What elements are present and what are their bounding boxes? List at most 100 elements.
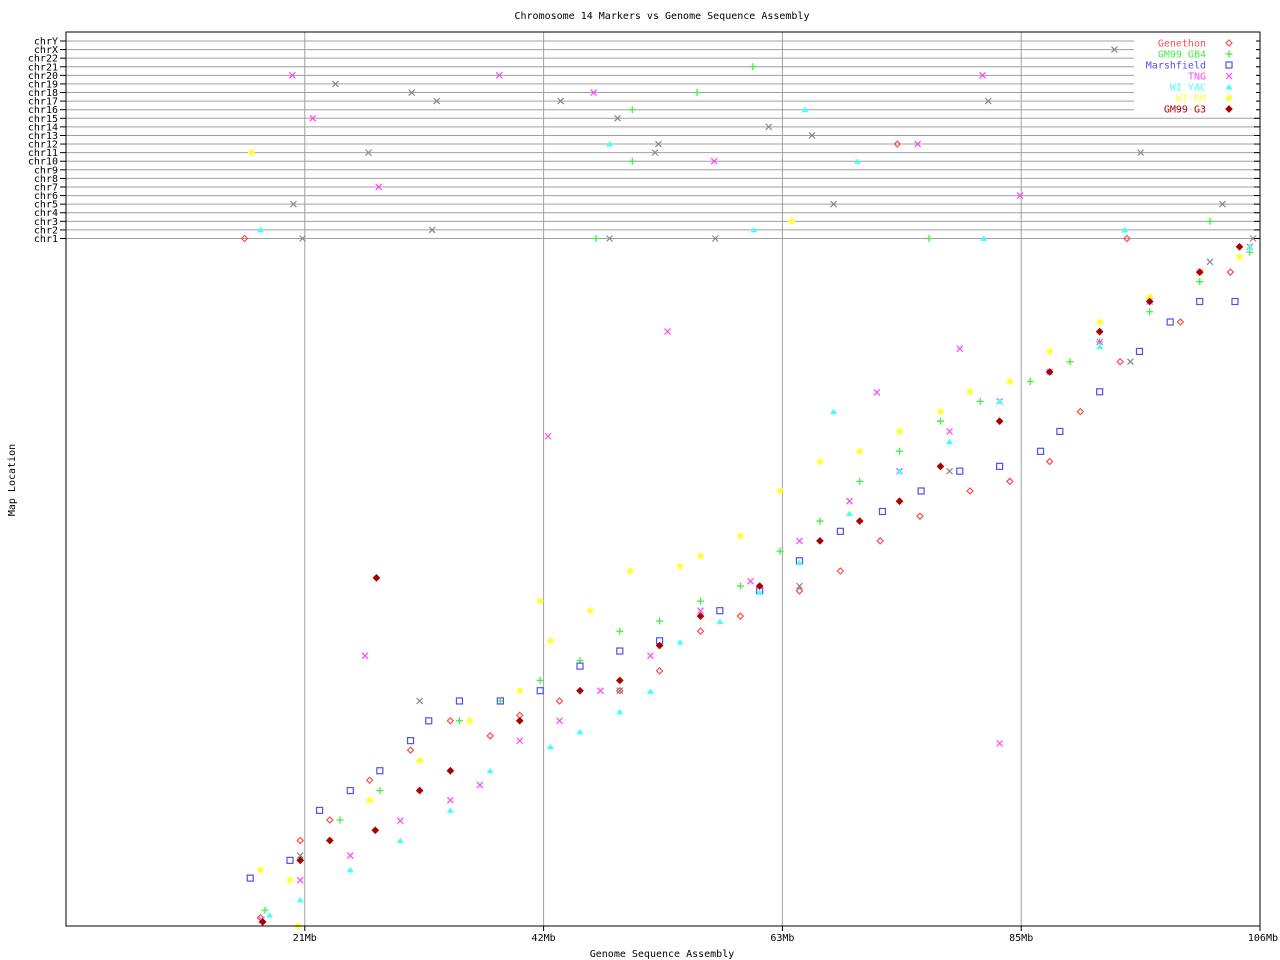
chromosome-label: chr11 (28, 148, 58, 159)
data-point (466, 717, 474, 725)
data-point (716, 618, 724, 625)
data-point (406, 737, 415, 745)
data-point (296, 836, 305, 845)
data-point (1235, 242, 1244, 251)
legend-label: Marshfield (1146, 61, 1206, 72)
data-point (496, 697, 504, 705)
data-point (396, 817, 404, 825)
data-point (446, 716, 455, 725)
data-point (1246, 248, 1254, 256)
data-point (1176, 318, 1185, 326)
data-point (516, 687, 524, 695)
chromosome-label: chr6 (34, 191, 58, 202)
data-point (546, 743, 554, 750)
legend-marker (1225, 94, 1233, 102)
data-point (1231, 297, 1239, 306)
x-tick-label: 63Mb (770, 933, 794, 944)
data-point (396, 837, 404, 843)
off-chromosome-point (914, 140, 922, 148)
data-point (816, 517, 824, 525)
data-point (876, 537, 885, 545)
data-point (736, 532, 744, 540)
data-point (556, 717, 563, 725)
off-chromosome-point (1249, 235, 1257, 242)
off-chromosome-point (765, 123, 773, 131)
chromosome-label: chr18 (28, 88, 58, 99)
data-point (895, 497, 904, 506)
chromosome-label: chr8 (34, 174, 58, 185)
off-chromosome-point (808, 132, 816, 139)
data-point (647, 652, 654, 660)
data-point (936, 462, 945, 471)
chromosome-label: chr21 (28, 62, 58, 73)
data-point (1246, 243, 1254, 250)
data-point (1096, 388, 1104, 396)
data-point (696, 612, 705, 620)
off-chromosome-point (980, 235, 988, 241)
data-point (296, 852, 304, 859)
data-point (1195, 268, 1204, 276)
data-point (676, 562, 684, 570)
chart-title: Chromosome 14 Markers vs Genome Sequence… (514, 11, 809, 22)
series-wi-yac (256, 46, 1254, 918)
data-point (856, 447, 864, 455)
data-point (936, 417, 944, 425)
off-chromosome-point (693, 89, 701, 97)
off-chromosome-point (925, 235, 933, 242)
data-point (1146, 293, 1154, 301)
data-point (376, 767, 384, 775)
data-point (1006, 378, 1014, 386)
series-genethon (240, 140, 1235, 922)
data-point (1196, 297, 1204, 306)
data-point (1146, 308, 1154, 316)
off-chromosome-point (830, 200, 837, 208)
data-point (1066, 358, 1074, 366)
legend-marker (1225, 72, 1233, 80)
data-point (586, 607, 594, 615)
legend-item: Marshfield (1146, 61, 1233, 72)
data-point (1056, 427, 1064, 436)
data-point (336, 816, 344, 824)
data-point (455, 717, 463, 725)
off-chromosome-point (710, 157, 718, 165)
chromosome-label: chr19 (28, 79, 58, 90)
off-chromosome-point (408, 89, 416, 96)
data-point (1236, 253, 1244, 261)
data-point (878, 507, 887, 516)
data-point (655, 667, 664, 675)
data-point (1126, 358, 1134, 366)
data-point (486, 731, 495, 740)
legend-marker (1225, 105, 1233, 113)
legend-marker (1225, 84, 1233, 90)
data-points (240, 46, 1257, 930)
data-point (256, 866, 264, 874)
off-chromosome-point (288, 71, 296, 79)
data-point (261, 906, 269, 914)
series-marshfield (246, 297, 1239, 882)
off-chromosome-point (628, 157, 636, 165)
data-point (258, 918, 267, 926)
off-chromosome-point (495, 71, 503, 79)
data-point (676, 639, 684, 645)
data-point (616, 708, 624, 715)
data-point (496, 697, 504, 705)
off-chromosome-point (606, 235, 613, 242)
data-point (615, 686, 624, 695)
data-point (776, 547, 784, 555)
legend-label: GM99 GB4 (1158, 50, 1206, 61)
data-point (1196, 278, 1204, 286)
data-point (476, 781, 484, 789)
data-point (996, 739, 1004, 747)
data-point (896, 427, 904, 435)
data-point (697, 552, 705, 560)
data-point (1096, 318, 1104, 326)
legend-label: Genethon (1158, 39, 1206, 50)
off-chromosome-point (1123, 234, 1131, 243)
data-point (697, 607, 704, 615)
chromosome-label: chr9 (34, 165, 58, 176)
data-point (246, 874, 254, 882)
data-point (830, 408, 838, 415)
data-point (664, 328, 671, 336)
data-point (296, 897, 304, 903)
legend-marker (1225, 61, 1233, 69)
